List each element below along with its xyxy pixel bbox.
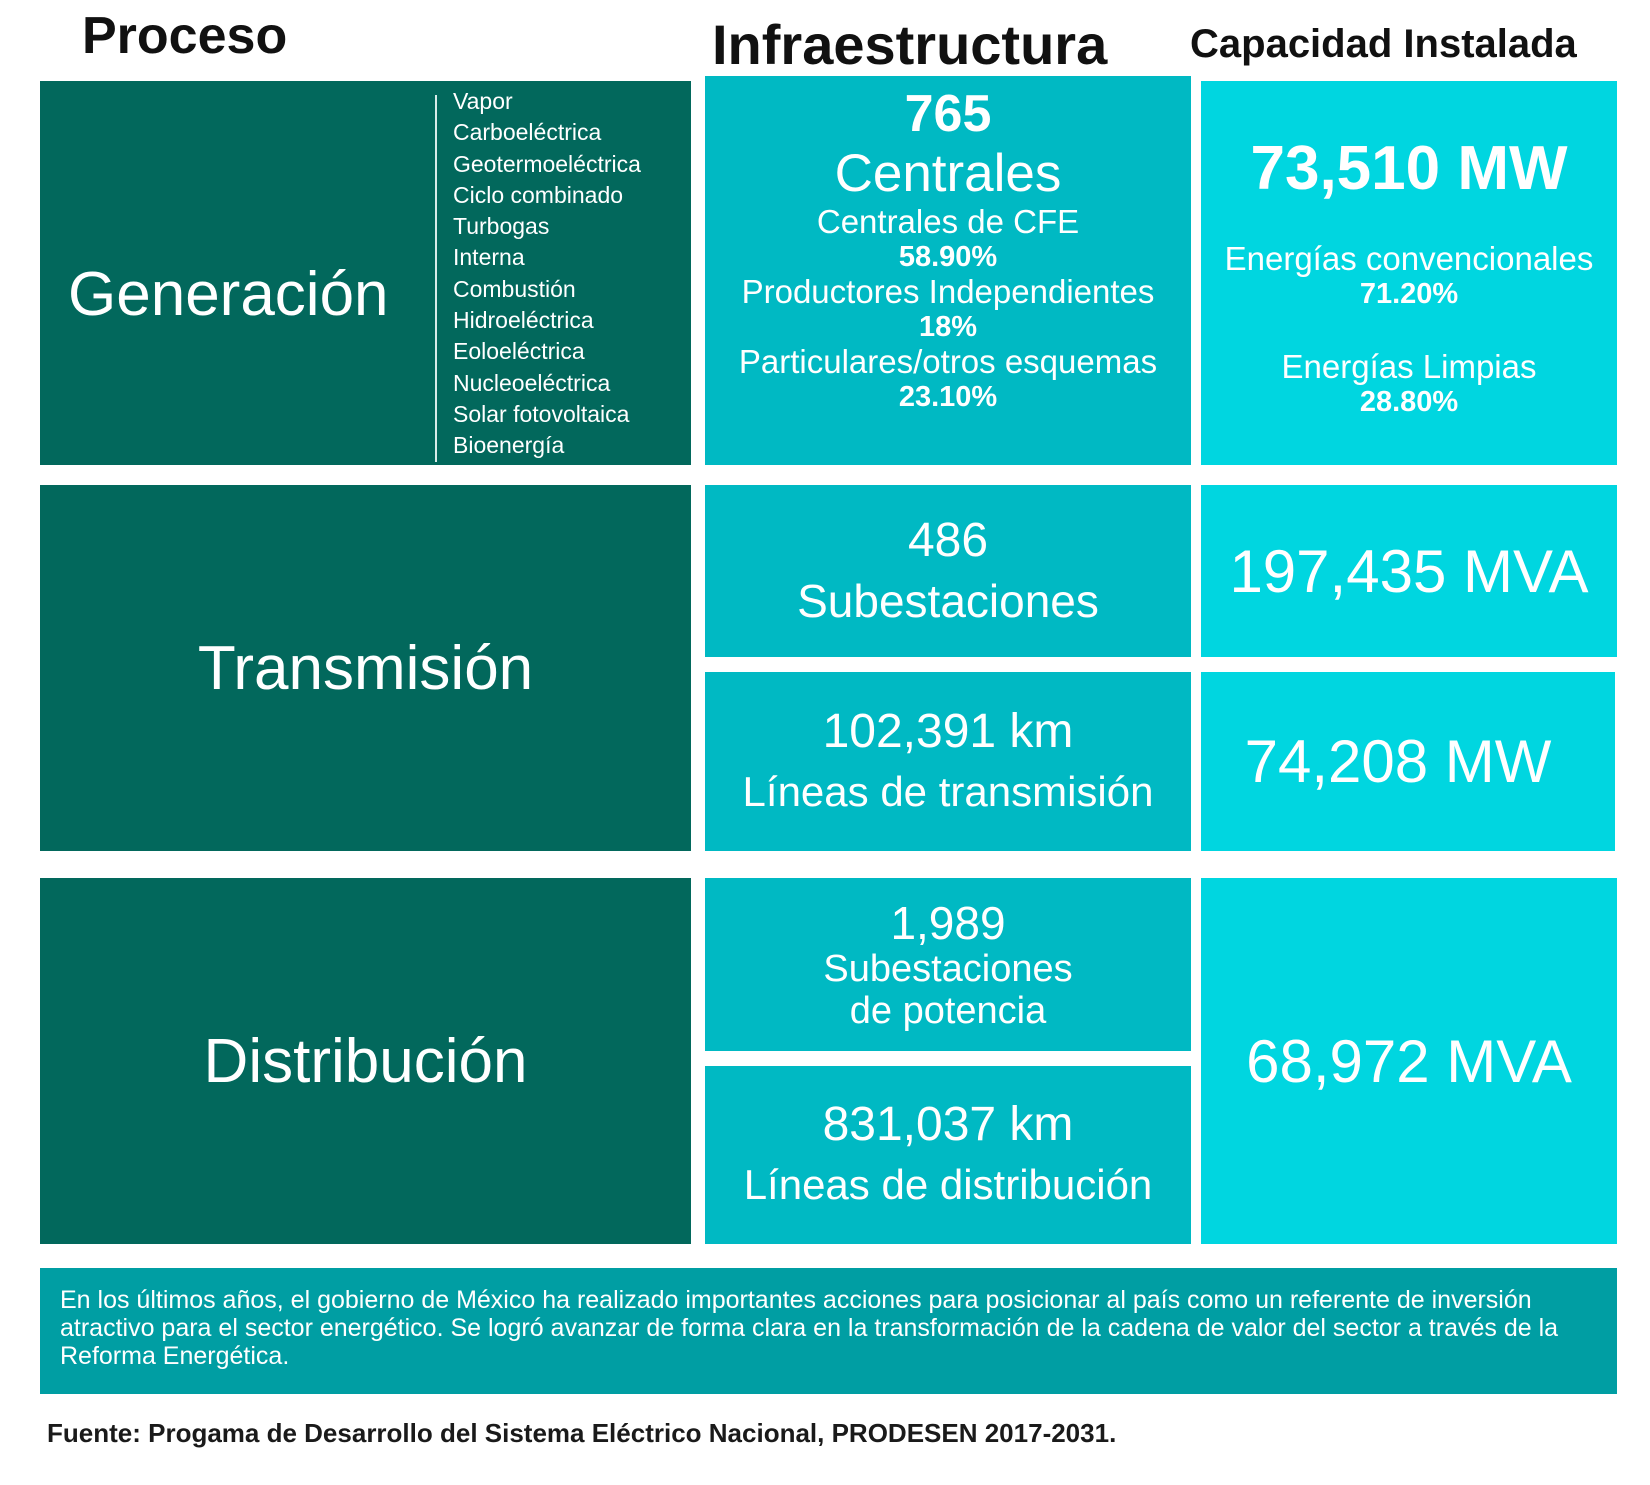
distribucion-capacity: 68,972 MVA [1246,1027,1572,1095]
transmision-label: Transmisión [197,633,534,703]
transmision-lineas-box: 102,391 km Líneas de transmisión [705,672,1191,851]
distribucion-subestaciones-box: 1,989 Subestaciones de potencia [705,878,1191,1051]
distribucion-capacity-box: 68,972 MVA [1201,878,1617,1244]
convencionales-label: Energías convencionales [1224,240,1594,277]
centrales-cfe-pct: 58.90% [898,241,998,273]
generation-type: Geotermoeléctrica [453,150,641,177]
convencionales-pct: 71.20% [1359,278,1459,310]
limpias-label: Energías Limpias [1281,348,1537,385]
centrales-title: Centrales [834,144,1062,203]
generacion-process-box: Generación Vapor Carboeléctrica Geotermo… [40,81,691,465]
transmision-subestaciones-label: Subestaciones [797,575,1099,627]
generation-type: Combustión [453,275,576,302]
generation-type: Hidroeléctrica [453,307,594,334]
generation-type: Carboeléctrica [453,119,602,146]
centrales-cfe-label: Centrales de CFE [816,203,1080,240]
distribucion-label: Distribución [203,1026,528,1096]
note-box: En los últimos años, el gobierno de Méxi… [40,1268,1617,1394]
generacion-capacity-value: 73,510 MW [1250,134,1568,203]
transmision-subestaciones-box: 486 Subestaciones [705,485,1191,657]
generation-type: Vapor [453,88,513,114]
generacion-divider [435,95,437,462]
transmision-subestaciones-number: 486 [907,514,989,567]
limpias-pct: 28.80% [1359,386,1459,418]
generation-type: Bioenergía [453,432,565,459]
transmision-lineas-label: Líneas de transmisión [742,767,1154,815]
transmision-lineas-capacity: 74,208 MW [1244,728,1552,795]
generation-type: Nucleoeléctrica [453,369,611,396]
generacion-capacity-box: 73,510 MW Energías convencionales 71.20%… [1201,81,1617,465]
centrales-box: 765 Centrales Centrales de CFE 58.90% Pr… [705,76,1191,465]
particulares-label: Particulares/otros esquemas [738,343,1158,380]
distribucion-lineas-label: Líneas de distribución [743,1161,1153,1208]
generation-type: Turbogas [453,213,550,240]
productores-pct: 18% [918,311,978,343]
transmision-lineas-number: 102,391 km [822,704,1074,758]
generation-type: Eoloeléctrica [453,338,585,365]
note-text: En los últimos años, el gobierno de Méxi… [60,1286,1559,1370]
distribucion-subestaciones-number: 1,989 [890,896,1006,949]
transmision-subestaciones-capacity-box: 197,435 MVA [1201,485,1617,657]
centrales-number: 765 [904,85,992,143]
distribucion-process-box: Distribución [40,878,691,1244]
header-proceso: Proceso [82,7,288,65]
generation-type: Ciclo combinado [453,181,624,208]
generation-type: Solar fotovoltaica [453,400,630,427]
generacion-label: Generación [68,260,389,329]
distribucion-lineas-number: 831,037 km [822,1098,1074,1151]
header-capacidad: Capacidad Instalada [1190,22,1577,66]
generation-type: Interna [453,244,525,271]
particulares-pct: 23.10% [898,381,998,413]
generation-types-list: Vapor Carboeléctrica Geotermoeléctrica C… [453,86,641,462]
productores-label: Productores Independientes [741,273,1155,310]
distribucion-subestaciones-label-1: Subestaciones [823,947,1073,990]
transmision-process-box: Transmisión [40,485,691,851]
distribucion-lineas-box: 831,037 km Líneas de distribución [705,1066,1191,1244]
source-citation: Fuente: Progama de Desarrollo del Sistem… [47,1418,1117,1448]
header-infraestructura: Infraestructura [712,13,1108,76]
distribucion-subestaciones-label-2: de potencia [849,989,1047,1032]
transmision-lineas-capacity-box: 74,208 MW [1201,672,1615,851]
transmision-subestaciones-capacity: 197,435 MVA [1229,537,1589,605]
